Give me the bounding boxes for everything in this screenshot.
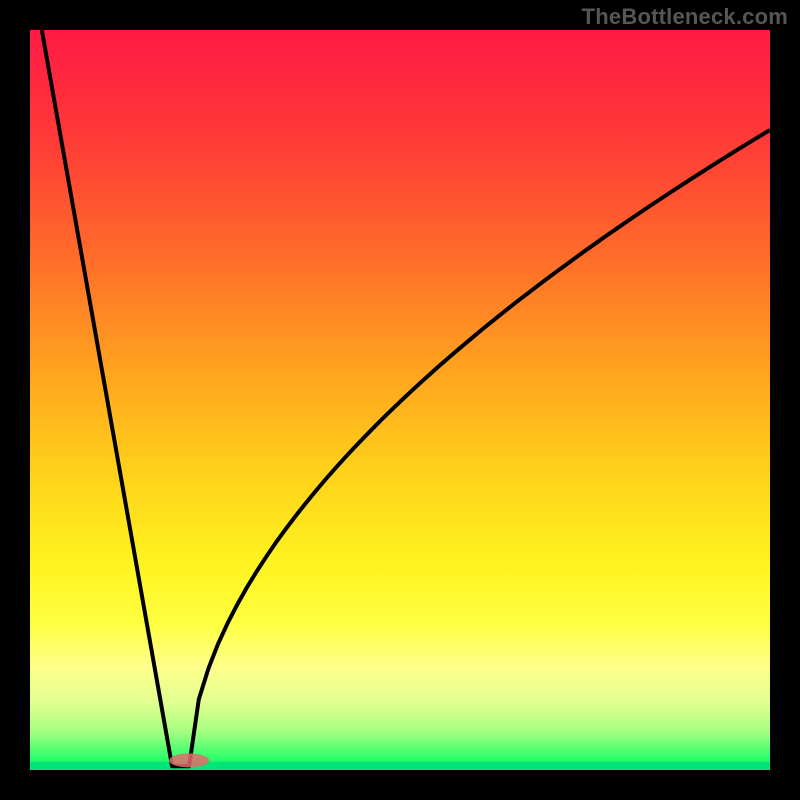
gradient-chart: [0, 0, 800, 800]
frame-border-right: [770, 0, 800, 800]
baseline-band: [30, 762, 770, 770]
watermark: TheBottleneck.com: [582, 4, 788, 30]
chart-frame: TheBottleneck.com: [0, 0, 800, 800]
optimal-marker: [169, 753, 209, 767]
frame-border-bottom: [0, 770, 800, 800]
frame-border-left: [0, 0, 30, 800]
